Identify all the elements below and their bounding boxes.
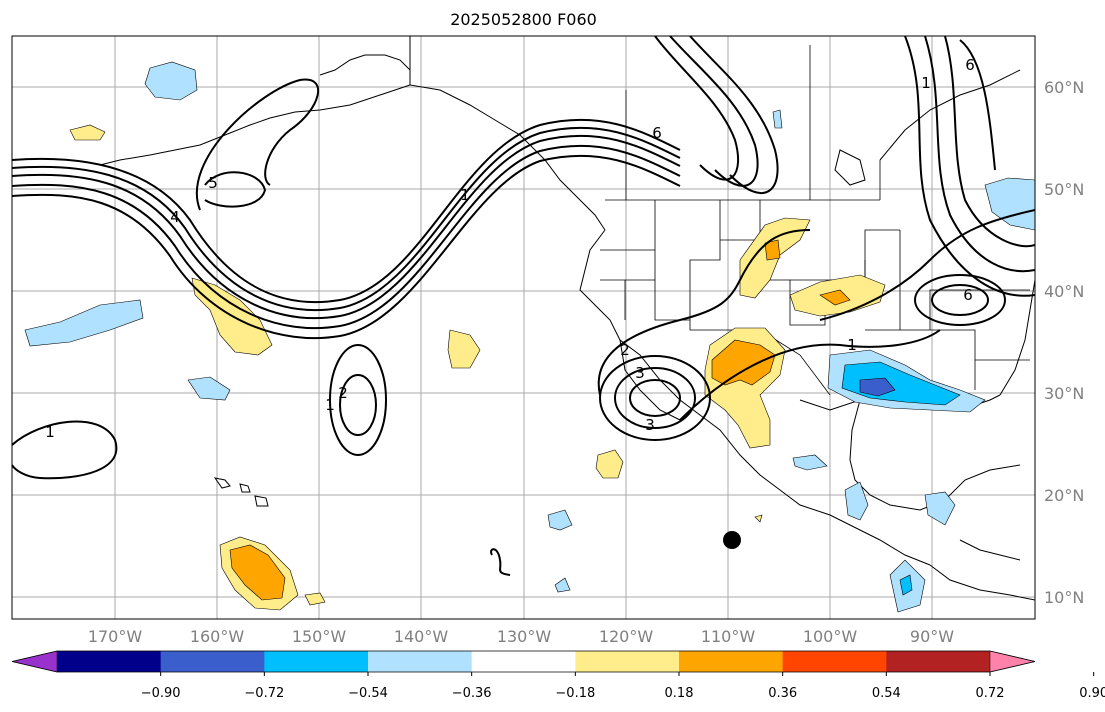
contour-lines: [12, 36, 1035, 576]
lat-tick-label: 60°N: [1044, 78, 1084, 97]
colorbar-outline: [11, 650, 1036, 673]
colorbar-tick-label: 0.90: [1079, 686, 1105, 701]
longitude-labels: 170°W 160°W 150°W 140°W 130°W 120°W 110°W 100°W…: [88, 627, 954, 646]
lon-tick-label: 90°W: [910, 627, 954, 646]
colorbar-tick-label: −0.90: [141, 686, 181, 701]
colorbar-segment: [368, 651, 473, 672]
colorbar-segment: [160, 651, 265, 672]
colorbar-tick-label: 0.36: [768, 686, 797, 701]
contour-label: 1: [921, 74, 931, 92]
colorbar-segment: [782, 651, 887, 672]
lat-tick-label: 50°N: [1044, 180, 1084, 199]
colorbar: [11, 650, 1036, 673]
map-frame: [11, 35, 1036, 620]
lat-tick-label: 30°N: [1044, 384, 1084, 403]
colorbar-segment: [57, 651, 162, 672]
colorbar-tick-label: 0.18: [665, 686, 694, 701]
contour-label: 6: [963, 286, 973, 304]
latitude-labels: 60°N 50°N 40°N 30°N 20°N 10°N: [1044, 78, 1084, 607]
lon-tick-label: 100°W: [803, 627, 858, 646]
colorbar-segment: [575, 651, 680, 672]
lon-tick-label: 170°W: [88, 627, 143, 646]
colorbar-tick-label: 0.72: [976, 686, 1005, 701]
chart-title: 2025052800 F060: [450, 10, 597, 29]
colorbar-tick-label: −0.54: [348, 686, 388, 701]
colorbar-segment: [679, 651, 784, 672]
lat-tick-label: 10°N: [1044, 588, 1084, 607]
lon-tick-label: 110°W: [701, 627, 756, 646]
contour-label: 3: [645, 416, 655, 434]
lon-tick-label: 150°W: [292, 627, 347, 646]
colorbar-ticks: −0.90 −0.72 −0.54 −0.36 −0.18 0.18 0.36 0.54 0.7…: [141, 672, 1105, 701]
colorbar-extend-low: [11, 650, 58, 673]
political-borders: [600, 45, 1030, 396]
colorbar-extend-high: [989, 650, 1036, 673]
lon-tick-label: 160°W: [190, 627, 245, 646]
contour-label: 2: [338, 384, 348, 402]
contour-label: 1: [460, 186, 470, 204]
contour-label: 3: [635, 364, 645, 382]
colorbar-segment: [264, 651, 369, 672]
colorbar-segment: [471, 651, 576, 672]
contour-label: 6: [652, 124, 662, 142]
contour-label: 1: [325, 396, 335, 414]
colorbar-tick-label: −0.18: [555, 686, 595, 701]
lon-tick-label: 130°W: [497, 627, 552, 646]
lat-tick-label: 40°N: [1044, 282, 1084, 301]
tropical-system-marker: [723, 531, 741, 549]
contour-label: 4: [170, 208, 180, 226]
contour-label: 2: [620, 341, 630, 359]
contour-label: 6: [965, 56, 975, 74]
colorbar-tick-label: −0.72: [244, 686, 284, 701]
lon-tick-label: 140°W: [394, 627, 449, 646]
colorbar-tick-label: 0.54: [872, 686, 901, 701]
colorbar-segment: [886, 651, 991, 672]
contour-label: 5: [208, 174, 218, 192]
lon-tick-label: 120°W: [599, 627, 654, 646]
lat-tick-label: 20°N: [1044, 486, 1084, 505]
contour-label: 1: [847, 336, 857, 354]
contour-label: 1: [45, 423, 55, 441]
colorbar-tick-label: −0.36: [452, 686, 492, 701]
